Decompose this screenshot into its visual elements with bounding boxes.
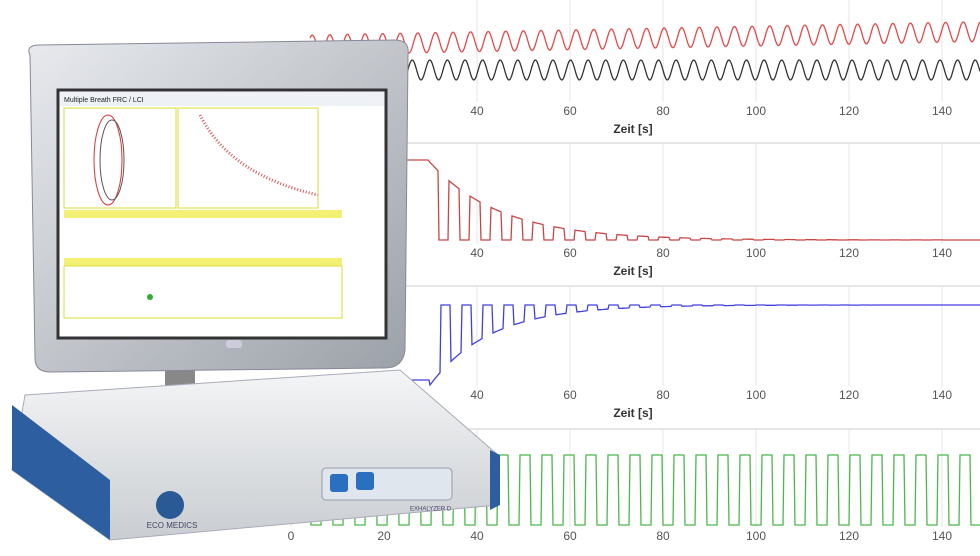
monitor-button xyxy=(226,340,242,348)
x-tick-label: 120 xyxy=(839,246,859,260)
screen-header xyxy=(60,92,384,106)
x-tick-label: 0 xyxy=(288,529,295,543)
model: EXHALYZER D xyxy=(410,507,452,513)
x-tick-label: 60 xyxy=(563,388,577,402)
x-tick-label: 100 xyxy=(746,246,766,260)
blue-step-trace xyxy=(390,304,980,387)
x-tick-label: 40 xyxy=(470,529,484,543)
x-tick-label: 40 xyxy=(470,246,484,260)
x-tick-label: 80 xyxy=(656,104,670,118)
x-tick-label: 100 xyxy=(746,104,766,118)
x-tick-label: 140 xyxy=(932,529,952,543)
logo xyxy=(156,491,184,519)
x-tick-label: 100 xyxy=(746,388,766,402)
base-side xyxy=(12,405,110,540)
x-axis-label: Zeit [s] xyxy=(613,264,652,278)
x-tick-label: 120 xyxy=(839,529,859,543)
x-tick-label: 120 xyxy=(839,104,859,118)
x-tick-label: 40 xyxy=(470,104,484,118)
x-tick-label: 140 xyxy=(932,388,952,402)
x-tick-label: 80 xyxy=(656,388,670,402)
button xyxy=(330,474,348,492)
red-step-trace xyxy=(395,159,980,241)
black-trace xyxy=(394,59,980,81)
x-tick-label: 60 xyxy=(563,104,577,118)
base-side xyxy=(490,450,500,510)
x-tick-label: 60 xyxy=(563,529,577,543)
loop-trace xyxy=(93,114,123,206)
x-tick-label: 20 xyxy=(377,529,391,543)
x-tick-label: 40 xyxy=(470,388,484,402)
control-panel xyxy=(321,467,453,501)
notes-panel xyxy=(63,265,343,319)
green-step-trace xyxy=(290,454,980,526)
x-tick-label: 140 xyxy=(932,246,952,260)
washout-trace xyxy=(198,114,319,197)
status-dot xyxy=(147,294,153,300)
red-trace xyxy=(309,21,980,56)
x-tick-label: 60 xyxy=(563,246,577,260)
table-header xyxy=(64,210,342,218)
loop-trace xyxy=(99,119,125,201)
brand: ECO MEDICS xyxy=(147,521,198,530)
x-axis-label: Zeit [s] xyxy=(613,406,652,420)
x-tick-label: 80 xyxy=(656,246,670,260)
panel-header xyxy=(64,258,342,266)
washout-plot xyxy=(177,107,319,209)
x-tick-label: 80 xyxy=(656,529,670,543)
x-axis-label: Zeit [s] xyxy=(613,122,652,136)
x-tick-label: 120 xyxy=(839,388,859,402)
button xyxy=(356,472,374,490)
loop-plot xyxy=(63,107,177,209)
device: ECO MEDICS EXHALYZER D Multiple Breath F… xyxy=(11,39,500,541)
x-tick-label: 140 xyxy=(932,104,952,118)
x-tick-label: 100 xyxy=(746,529,766,543)
screen-title: Multiple Breath FRC / LCI xyxy=(64,97,144,104)
